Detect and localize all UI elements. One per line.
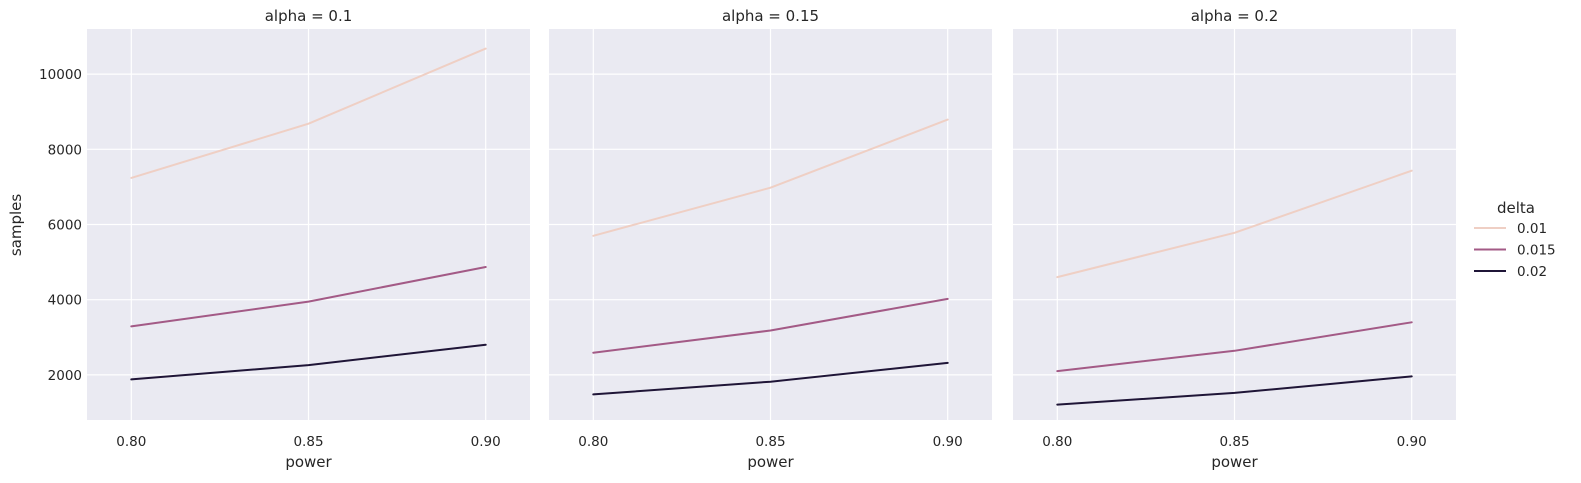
facet-panel-2: alpha = 0.15 0.80 0.85 0.90 power: [549, 7, 992, 471]
legend-title: delta: [1497, 199, 1535, 217]
x-axis-label: power: [285, 453, 332, 471]
facet-title: alpha = 0.15: [722, 7, 819, 25]
y-tick-label: 4000: [48, 293, 82, 309]
x-tick-label: 0.80: [1042, 434, 1072, 450]
y-tick-label: 2000: [48, 368, 82, 384]
x-tick-label: 0.90: [1397, 434, 1427, 450]
y-tick-label: 6000: [48, 218, 82, 234]
series-line-delta-0.01: [592, 118, 949, 237]
series-line-delta-0.015: [592, 297, 949, 354]
legend-label: 0.015: [1517, 243, 1556, 259]
x-tick-label: 0.80: [578, 434, 608, 450]
y-tick-label: 10000: [39, 67, 82, 83]
facet-panel-3: alpha = 0.2 0.80 0.85 0.90 power: [1013, 7, 1456, 471]
facet-title: alpha = 0.2: [1191, 7, 1279, 25]
x-tick-label: 0.85: [755, 434, 785, 450]
x-axis-label: power: [747, 453, 794, 471]
x-tick-label: 0.85: [293, 434, 323, 450]
series-line-delta-0.01: [1056, 169, 1413, 279]
x-tick-label: 0.90: [471, 434, 501, 450]
x-tick-label: 0.80: [116, 434, 146, 450]
series-line-delta-0.02: [1056, 375, 1413, 406]
series-line-delta-0.015: [130, 266, 487, 328]
legend-label: 0.02: [1517, 264, 1547, 280]
x-axis-label: power: [1211, 453, 1258, 471]
facet-panel-1: alpha = 0.1 0.80 0.85 0.90 power 2000 4000 6000…: [39, 7, 530, 471]
series-line-delta-0.01: [130, 47, 487, 179]
series-line-delta-0.015: [1056, 321, 1413, 373]
y-tick-label: 8000: [48, 142, 82, 158]
series-line-delta-0.02: [592, 361, 949, 396]
x-tick-label: 0.85: [1219, 434, 1249, 450]
facet-panels: alpha = 0.1 0.80 0.85 0.90 power 2000 4000 6000…: [39, 7, 1456, 471]
legend-label: 0.01: [1517, 221, 1547, 237]
y-axis-label: samples: [7, 194, 25, 257]
x-tick-label: 0.90: [933, 434, 963, 450]
legend: delta 0.01 0.015 0.02: [1474, 199, 1556, 280]
facet-title: alpha = 0.1: [265, 7, 353, 25]
series-line-delta-0.02: [130, 343, 487, 381]
